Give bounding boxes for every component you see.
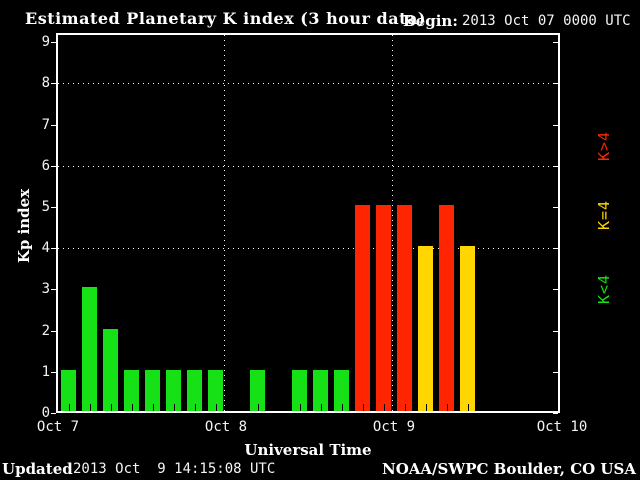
- x-tick-mark: [237, 404, 238, 411]
- kp-bar: [145, 370, 160, 411]
- x-tick-mark: [300, 404, 301, 411]
- y-tick-mark-right: [553, 331, 558, 332]
- x-tick-mark: [426, 404, 427, 411]
- x-tick-mark: [510, 404, 511, 411]
- y-tick-label: 5: [41, 199, 50, 215]
- kp-bar: [124, 370, 139, 411]
- begin-value: 2013 Oct 07 0000 UTC: [462, 13, 631, 29]
- y-tick-mark-right: [553, 42, 558, 43]
- y-tick-mark-left: [51, 248, 56, 249]
- x-tick-mark: [531, 404, 532, 411]
- y-tick-mark-left: [51, 331, 56, 332]
- y-tick-label: 4: [41, 240, 50, 256]
- plot-area: [51, 33, 560, 414]
- x-tick-mark: [342, 404, 343, 411]
- x-tick-mark: [111, 404, 112, 411]
- x-tick-mark: [216, 404, 217, 411]
- x-tick-mark: [321, 404, 322, 411]
- kp-bar: [376, 205, 391, 411]
- updated-value: 2013 Oct 9 14:15:08 UTC: [73, 461, 276, 477]
- credit-text: NOAA/SWPC Boulder, CO USA: [381, 460, 636, 478]
- legend-k-eq-4: K=4: [595, 199, 613, 231]
- y-tick-mark-left: [51, 289, 56, 290]
- begin-label: Begin:: [403, 12, 458, 30]
- legend-k-lt-4: K<4: [595, 273, 613, 305]
- updated-label: Updated: [2, 460, 73, 478]
- x-day-label: Oct 9: [372, 419, 416, 435]
- y-tick-mark-right: [553, 248, 558, 249]
- day-gridline: [224, 35, 225, 411]
- kp-bar: [103, 329, 118, 411]
- y-tick-mark-left: [51, 413, 56, 414]
- x-tick-mark: [279, 404, 280, 411]
- kp-bar: [460, 246, 475, 411]
- y-tick-label: 9: [41, 34, 50, 50]
- kp-bar: [187, 370, 202, 411]
- kp-bar: [313, 370, 328, 411]
- kp-bar: [166, 370, 181, 411]
- x-tick-mark: [552, 404, 553, 411]
- x-tick-mark: [468, 404, 469, 411]
- x-tick-mark: [90, 404, 91, 411]
- x-tick-mark: [363, 404, 364, 411]
- y-tick-mark-left: [51, 166, 56, 167]
- y-tick-mark-right: [553, 83, 558, 84]
- kp-bar: [439, 205, 454, 411]
- kp-bar: [208, 370, 223, 411]
- y-tick-label: 8: [41, 75, 50, 91]
- y-tick-label: 0: [41, 405, 50, 421]
- kp-bar: [250, 370, 265, 411]
- kp-bar: [397, 205, 412, 411]
- x-tick-mark: [69, 404, 70, 411]
- y-tick-mark-right: [553, 372, 558, 373]
- x-tick-mark: [447, 404, 448, 411]
- legend-k-gt-4: K>4: [595, 130, 613, 162]
- y-tick-mark-left: [51, 83, 56, 84]
- y-tick-label: 7: [41, 117, 50, 133]
- x-tick-mark: [405, 404, 406, 411]
- chart-title: Estimated Planetary K index (3 hour data…: [25, 9, 426, 28]
- kp-bar: [292, 370, 307, 411]
- y-tick-mark-right: [553, 125, 558, 126]
- kp-gridline: [58, 248, 558, 249]
- x-tick-mark: [384, 404, 385, 411]
- x-tick-mark: [153, 404, 154, 411]
- y-tick-mark-right: [553, 166, 558, 167]
- day-gridline: [392, 35, 393, 411]
- x-day-label: Oct 8: [204, 419, 248, 435]
- y-tick-mark-right: [553, 289, 558, 290]
- kp-bar: [82, 287, 97, 411]
- kp-bar: [355, 205, 370, 411]
- y-tick-mark-right: [553, 413, 558, 414]
- kp-bar: [334, 370, 349, 411]
- x-day-label: Oct 10: [536, 419, 588, 435]
- kp-bar: [418, 246, 433, 411]
- x-tick-mark: [174, 404, 175, 411]
- y-tick-mark-left: [51, 125, 56, 126]
- x-day-label: Oct 7: [36, 419, 80, 435]
- plot-inner: [51, 35, 558, 414]
- y-tick-mark-left: [51, 42, 56, 43]
- y-tick-label: 1: [41, 364, 50, 380]
- kp-bar: [61, 370, 76, 411]
- x-tick-mark: [132, 404, 133, 411]
- y-tick-mark-left: [51, 372, 56, 373]
- y-tick-mark-left: [51, 207, 56, 208]
- y-tick-label: 6: [41, 158, 50, 174]
- x-tick-mark: [195, 404, 196, 411]
- y-tick-label: 3: [41, 281, 50, 297]
- x-tick-mark: [258, 404, 259, 411]
- x-tick-mark: [489, 404, 490, 411]
- y-tick-mark-right: [553, 207, 558, 208]
- kp-gridline: [58, 83, 558, 84]
- y-tick-label: 2: [41, 323, 50, 339]
- kp-gridline: [58, 166, 558, 167]
- x-axis-label: Universal Time: [244, 441, 372, 459]
